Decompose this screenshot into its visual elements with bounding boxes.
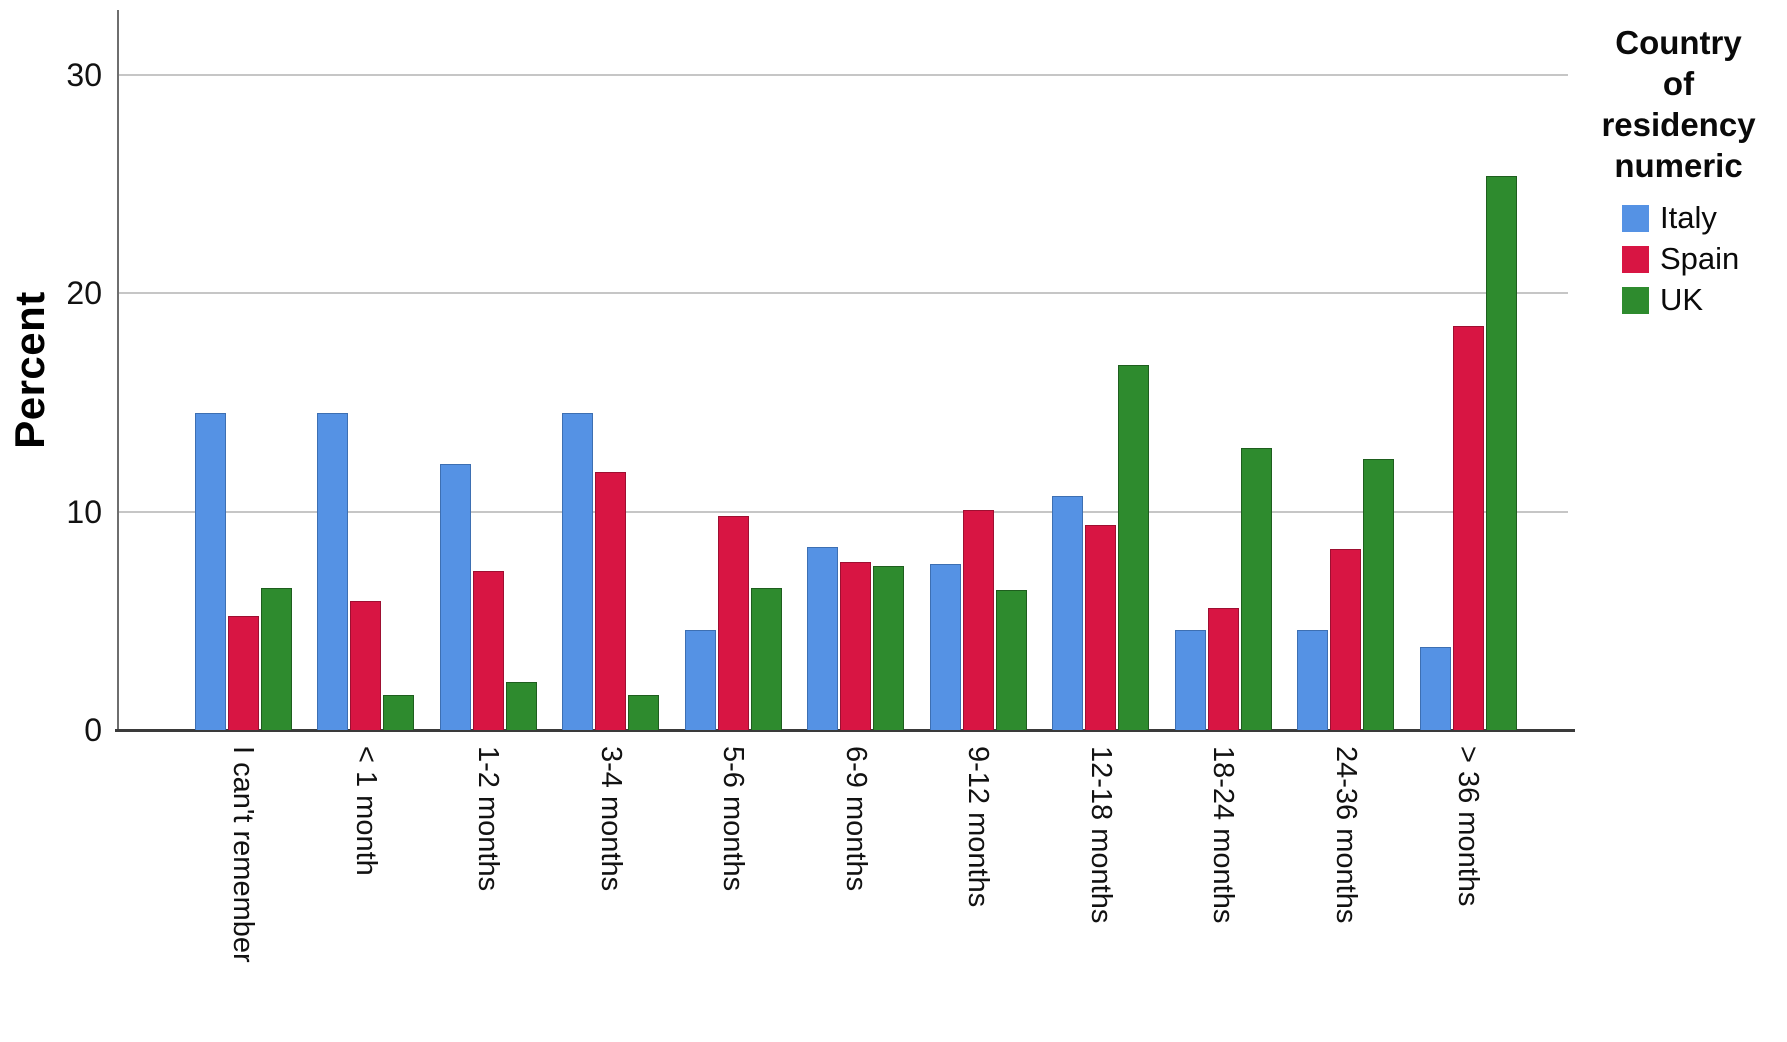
bar-italy-3-4-months	[562, 413, 593, 730]
bar-uk-24-36-months	[1363, 459, 1394, 730]
bar-italy-1-2-months	[439, 463, 471, 730]
x-label-6-9-months: 6-9 months	[839, 746, 872, 892]
legend-title-line: of	[1662, 65, 1695, 102]
legend-title: Country of residency numeric	[1570, 22, 1787, 186]
legend-item-uk: UK	[1622, 283, 1703, 317]
x-axis-line	[115, 729, 1575, 732]
y-tick-label-10: 10	[66, 493, 102, 530]
legend-item-italy: Italy	[1622, 201, 1717, 235]
bar-italy-i-can-t-remember	[194, 413, 226, 730]
legend-title-line: residency	[1601, 106, 1756, 143]
legend-label-uk: UK	[1660, 282, 1704, 317]
x-label-5-6-months: 5-6 months	[717, 746, 749, 892]
x-label-24-36-months: 24-36 months	[1329, 746, 1362, 924]
bar-uk-1-month	[383, 695, 414, 730]
bar-spain-1-month	[350, 601, 381, 730]
legend-title-line: Country	[1615, 24, 1742, 61]
bar-spain-12-18-months	[1085, 524, 1116, 730]
x-label-i-can-t-remember: I can't remember	[227, 746, 259, 963]
x-label-1-2-months: 1-2 months	[472, 746, 504, 892]
gridline-10	[118, 510, 1568, 513]
bar-italy-12-18-months	[1052, 496, 1083, 730]
bar-uk-9-12-months	[995, 590, 1027, 730]
bar-uk-18-24-months	[1240, 448, 1272, 730]
bar-uk-5-6-months	[750, 588, 782, 730]
bar-uk-12-18-months	[1118, 365, 1149, 730]
x-label-3-4-months: 3-4 months	[594, 746, 627, 892]
x-label-36-months: > 36 months	[1452, 746, 1484, 907]
bar-spain-18-24-months	[1207, 607, 1239, 730]
bar-spain-i-can-t-remember	[227, 616, 259, 730]
bar-italy-9-12-months	[929, 564, 961, 730]
bar-spain-1-2-months	[472, 570, 504, 730]
bar-italy-18-24-months	[1174, 629, 1206, 730]
bar-italy-6-9-months	[807, 546, 838, 730]
legend-label-spain: Spain	[1660, 241, 1740, 276]
gridline-30	[118, 74, 1568, 77]
y-tick-label-0: 0	[84, 712, 102, 748]
bar-spain-9-12-months	[962, 509, 994, 730]
bar-italy-24-36-months	[1297, 629, 1328, 730]
bar-uk-1-2-months	[505, 681, 537, 730]
legend-swatch-uk	[1622, 286, 1649, 314]
bar-spain-24-36-months	[1330, 548, 1361, 730]
y-tick-label-30: 30	[66, 57, 102, 94]
bar-spain-3-4-months	[595, 472, 626, 730]
bar-uk-3-4-months	[628, 695, 659, 730]
y-axis-title-text: Percent	[6, 291, 54, 449]
gridline-20	[118, 292, 1568, 295]
bar-italy-36-months	[1419, 647, 1451, 730]
y-axis-line	[117, 10, 119, 732]
y-tick-label-20: 20	[66, 275, 102, 312]
legend-label-italy: Italy	[1660, 200, 1717, 235]
bar-uk-6-9-months	[873, 566, 904, 730]
bar-spain-5-6-months	[717, 516, 749, 730]
legend-swatch-spain	[1622, 245, 1649, 273]
x-label-12-18-months: 12-18 months	[1084, 746, 1117, 924]
x-label-9-12-months: 9-12 months	[962, 746, 994, 908]
x-label-1-month: < 1 month	[349, 746, 382, 876]
bar-italy-1-month	[317, 413, 348, 730]
bar-uk-36-months	[1485, 175, 1517, 730]
y-axis-title: Percent	[0, 10, 60, 730]
legend-title-line: numeric	[1614, 147, 1743, 184]
legend-item-spain: Spain	[1622, 242, 1739, 276]
bar-uk-i-can-t-remember	[260, 588, 292, 730]
bar-spain-6-9-months	[840, 561, 871, 730]
bar-italy-5-6-months	[684, 629, 716, 730]
bar-spain-36-months	[1452, 326, 1484, 730]
x-label-18-24-months: 18-24 months	[1207, 746, 1239, 924]
legend-swatch-italy	[1622, 204, 1649, 232]
